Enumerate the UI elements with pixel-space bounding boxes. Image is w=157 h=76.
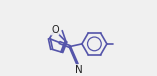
Text: N: N xyxy=(75,65,83,75)
Text: O: O xyxy=(51,25,59,35)
